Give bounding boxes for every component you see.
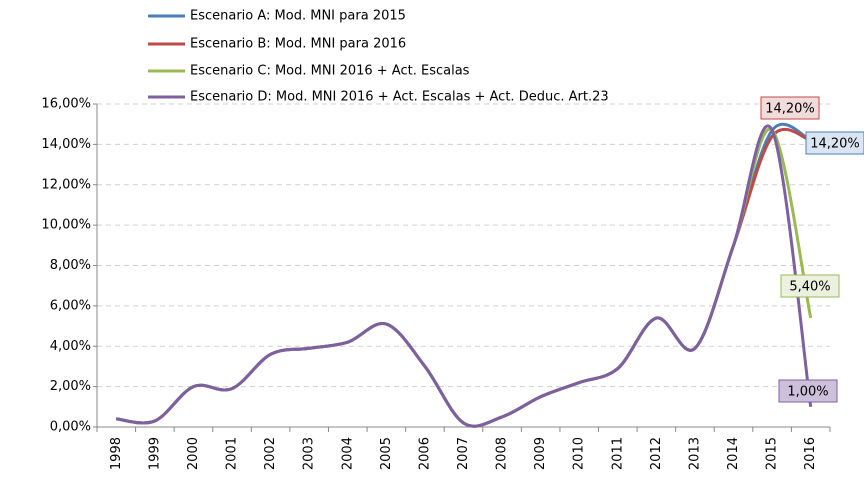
- x-tick-label: 2004: [340, 437, 355, 470]
- y-tick-label: 4,00%: [50, 339, 91, 354]
- legend-label: Escenario A: Mod. MNI para 2015: [190, 9, 406, 24]
- x-tick-label: 2000: [186, 437, 201, 470]
- data-label-box: [760, 96, 820, 120]
- series-line: [116, 124, 813, 428]
- y-tick-label: 14,00%: [41, 137, 91, 152]
- data-label: 14,20%: [810, 137, 860, 152]
- data-label-box: [805, 131, 864, 155]
- x-tick-label: 2010: [572, 437, 587, 470]
- x-tick-label: 1999: [147, 437, 162, 470]
- y-tick-label: 12,00%: [41, 177, 91, 192]
- y-tick-label: 16,00%: [41, 97, 91, 112]
- data-label: 14,20%: [765, 102, 815, 117]
- x-tick-label: 2003: [302, 437, 317, 470]
- data-label-box: [778, 379, 838, 403]
- x-tick-label: 2011: [610, 437, 625, 470]
- x-tick-label: 2013: [687, 437, 702, 470]
- x-tick-label: 2006: [417, 437, 432, 470]
- x-tick-label: 2012: [649, 437, 664, 470]
- legend-label: Escenario B: Mod. MNI para 2016: [190, 37, 406, 52]
- legend-label: Escenario C: Mod. MNI 2016 + Act. Escala…: [190, 64, 470, 79]
- x-tick-label: 2014: [726, 437, 741, 470]
- x-tick-label: 2007: [456, 437, 471, 470]
- y-tick-label: 0,00%: [50, 420, 91, 435]
- y-tick-label: 6,00%: [50, 298, 91, 313]
- x-tick-label: 2005: [379, 437, 394, 470]
- y-tick-label: 8,00%: [50, 258, 91, 273]
- x-tick-label: 2001: [225, 437, 240, 470]
- legend-label: Escenario D: Mod. MNI 2016 + Act. Escala…: [190, 90, 609, 105]
- x-tick-label: 1998: [109, 437, 124, 470]
- x-tick-label: 2008: [495, 437, 510, 470]
- data-label: 5,40%: [789, 280, 830, 295]
- y-tick-label: 2,00%: [50, 379, 91, 394]
- series-line: [116, 122, 812, 428]
- x-tick-label: 2009: [533, 437, 548, 470]
- x-tick-label: 2015: [765, 437, 780, 470]
- series-line: [116, 127, 813, 428]
- data-label: 1,00%: [787, 385, 828, 400]
- data-label-box: [780, 274, 840, 298]
- x-tick-label: 2002: [263, 437, 278, 470]
- y-tick-label: 10,00%: [41, 218, 91, 233]
- x-tick-label: 2016: [803, 437, 818, 470]
- series-line: [116, 127, 812, 428]
